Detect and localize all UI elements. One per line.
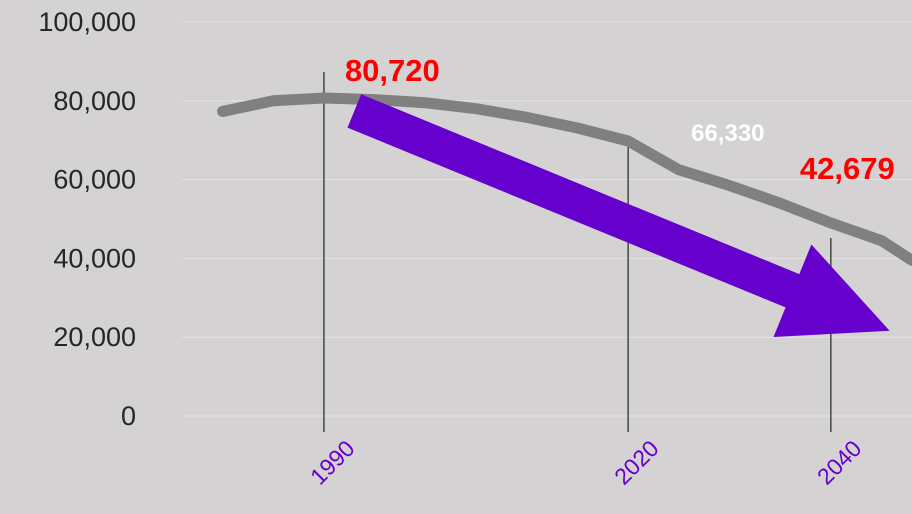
trend-arrow-layer [347,94,890,337]
value-callout: 42,679 [800,151,895,186]
value-callouts: 80,720 66,330 42,679 [345,53,895,186]
y-tick-label: 80,000 [53,86,136,116]
value-callout: 66,330 [691,120,764,147]
x-tick-label: 1990 [305,435,360,490]
y-tick-label: 0 [121,401,136,431]
x-tick-label: 2040 [812,435,867,490]
y-tick-label: 40,000 [53,243,136,273]
trend-arrow [347,94,890,337]
value-callout: 80,720 [345,53,440,88]
series-layer [217,92,912,266]
y-tick-label: 20,000 [53,322,136,352]
y-tick-label: 60,000 [53,165,136,195]
x-tick-label: 2020 [609,435,664,490]
gridlines [182,21,912,417]
y-tick-label: 100,000 [38,7,136,37]
series-line [217,92,912,266]
y-axis-tick-labels: 0 20,000 40,000 60,000 80,000 100,000 [38,7,136,431]
x-axis-tick-labels: 1990 2020 2040 [305,435,867,490]
